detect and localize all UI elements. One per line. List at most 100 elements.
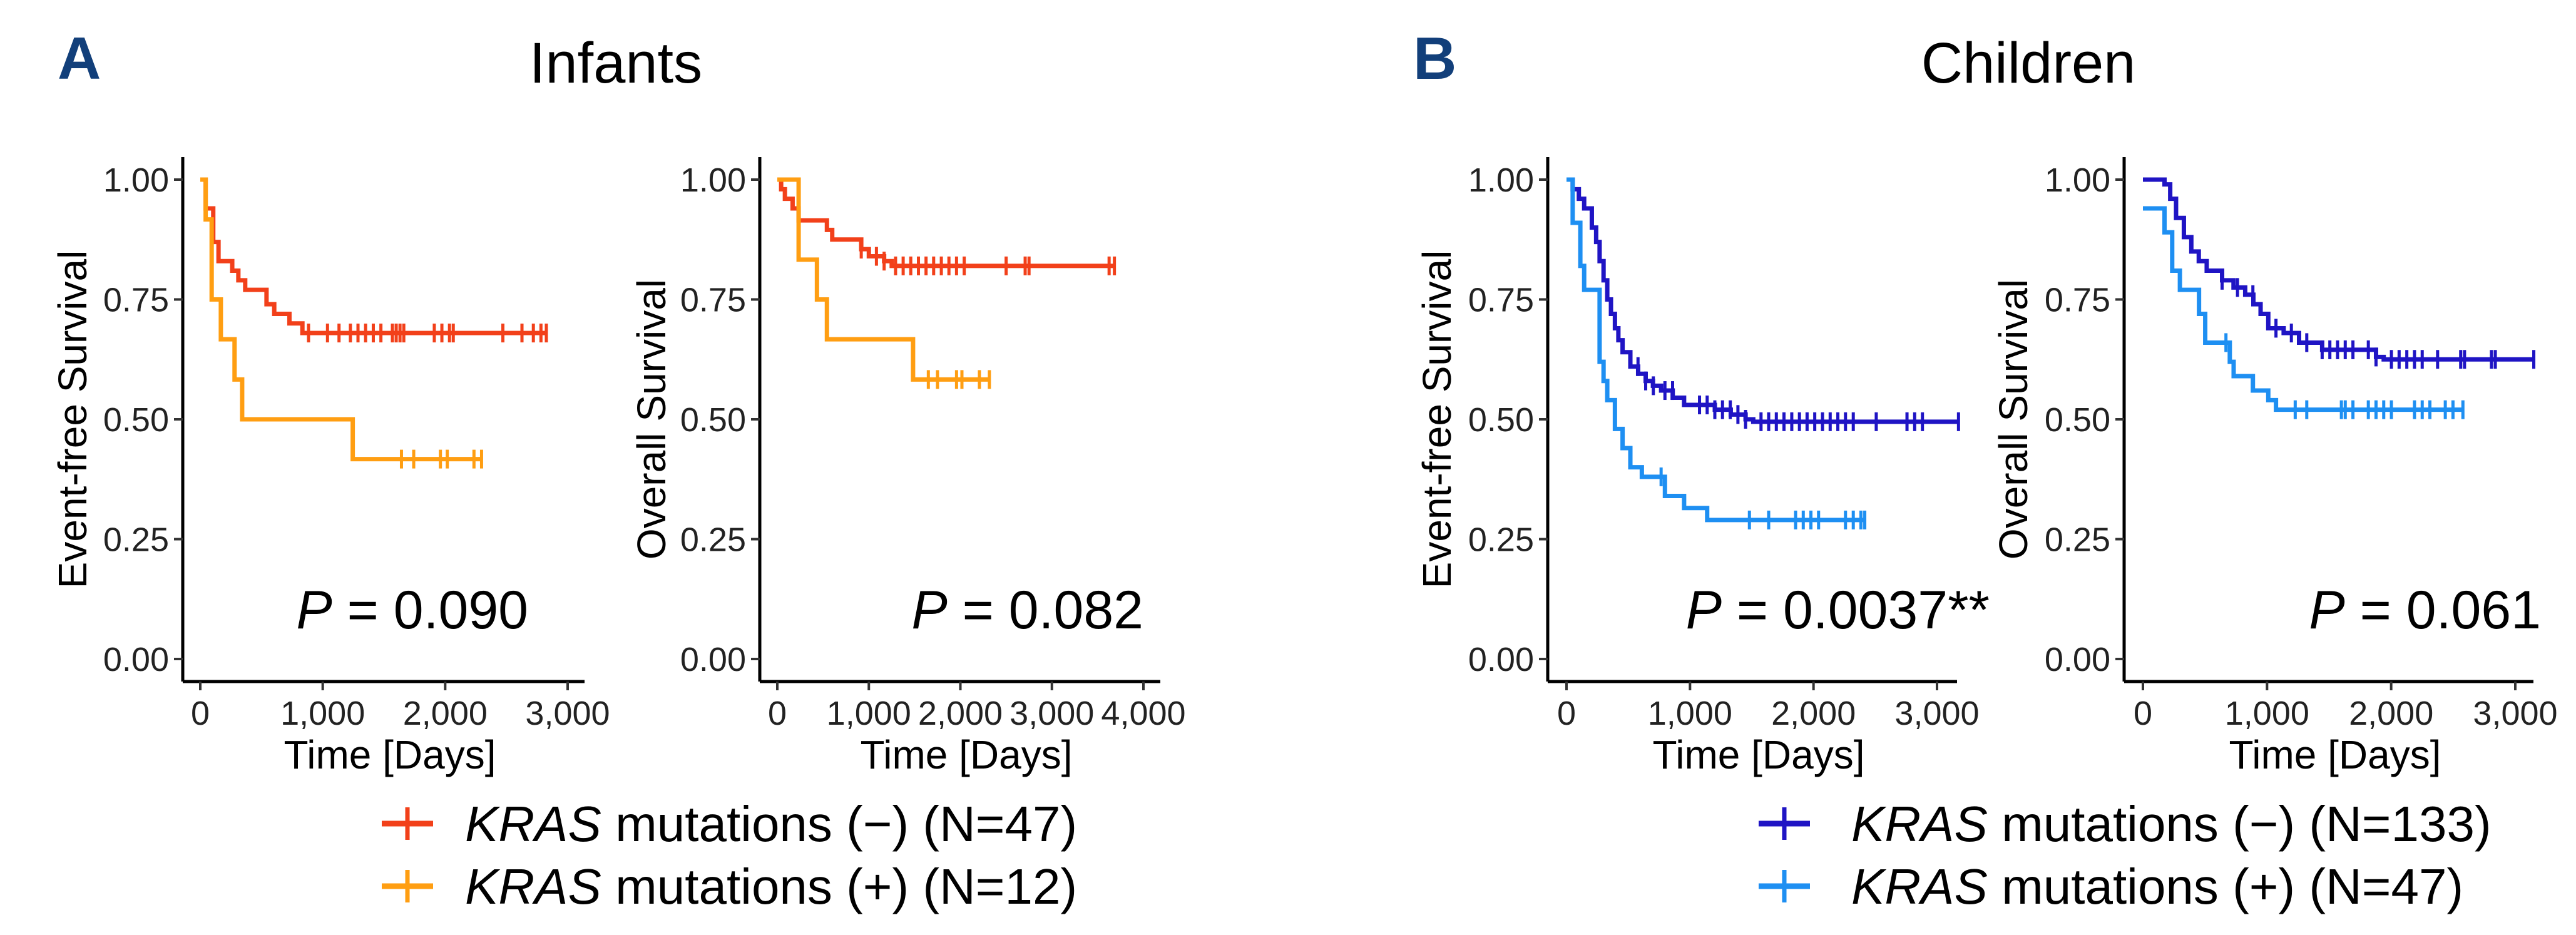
survival-curve (200, 177, 546, 335)
y-tick-label: 0.75 (1468, 282, 1534, 319)
series-kras-negative (1567, 177, 1960, 431)
series-kras-negative (200, 177, 548, 343)
legend-text: mutations (+) (N=12) (601, 859, 1077, 914)
legend-item: KRAS mutations (+) (N=12) (382, 859, 1077, 914)
x-axis-title: Time [Days] (861, 732, 1073, 777)
p-symbol: P (296, 580, 332, 640)
x-tick-label: 4,000 (1101, 695, 1185, 732)
y-tick-label: 0.25 (103, 521, 169, 559)
x-tick-label: 1,000 (1648, 695, 1732, 732)
y-tick-label: 0.75 (103, 282, 169, 319)
p-symbol: P (1686, 580, 1722, 640)
series-kras-positive (2143, 206, 2465, 419)
x-tick-label: 1,000 (280, 695, 365, 732)
legend-children: KRAS mutations (−) (N=133)KRAS mutations… (1759, 796, 2492, 914)
km-panel-4: 0.00 0.25 0.50 0.75 1.00 0 1,000 2,000 3,000 Time… (1991, 157, 2558, 777)
p-symbol: P (2309, 580, 2344, 640)
y-tick-label: 0.50 (680, 401, 746, 439)
x-tick-label: 2,000 (918, 695, 1003, 732)
y-axis-title: Overall Survival (629, 279, 674, 559)
y-tick-label: 0.25 (1468, 521, 1534, 559)
y-axis-title: Event-free Survival (50, 250, 95, 589)
gene-name: KRAS (465, 796, 601, 852)
survival-curve (777, 177, 989, 382)
y-tick-label: 1.00 (2045, 161, 2110, 199)
y-tick-label: 0.25 (680, 521, 746, 559)
x-tick-label: 2,000 (2349, 695, 2433, 732)
survival-curve (777, 177, 1115, 268)
y-axis-title: Event-free Survival (1414, 250, 1459, 589)
p-value-annotation: P = 0.082 (911, 580, 1143, 640)
legend-infants: KRAS mutations (−) (N=47)KRAS mutations … (382, 796, 1077, 914)
y-tick-label: 0.75 (680, 282, 746, 319)
legend-label: KRAS mutations (−) (N=47) (465, 796, 1077, 852)
x-axis-title: Time [Days] (284, 732, 496, 777)
x-tick-label: 0 (191, 695, 210, 732)
legend-text: mutations (−) (N=47) (601, 796, 1077, 852)
gene-name: KRAS (1851, 859, 1988, 914)
p-symbol: P (911, 580, 947, 640)
y-tick-label: 0.75 (2045, 282, 2110, 319)
y-tick-label: 0.00 (1468, 641, 1534, 678)
km-panel-1: 0.00 0.25 0.50 0.75 1.00 0 1,000 2,000 3,000 Time… (50, 157, 610, 777)
km-panel-2: 0.00 0.25 0.50 0.75 1.00 0 1,000 2,000 3,000 4,00… (629, 157, 1186, 777)
y-tick-label: 1.00 (1468, 161, 1534, 199)
x-tick-label: 3,000 (525, 695, 610, 732)
legend-text: mutations (+) (N=47) (1988, 859, 2463, 914)
y-tick-label: 0.50 (2045, 401, 2110, 439)
y-axis-title: Overall Survival (1991, 279, 2036, 559)
x-tick-label: 3,000 (2473, 695, 2557, 732)
x-tick-label: 0 (768, 695, 787, 732)
x-tick-label: 1,000 (2225, 695, 2309, 732)
survival-curve (200, 177, 482, 462)
p-value: = 0.090 (332, 580, 528, 640)
series-kras-positive (200, 177, 483, 469)
legend-label: KRAS mutations (+) (N=47) (1851, 859, 2463, 914)
x-tick-label: 0 (1557, 695, 1576, 732)
x-axis-title: Time [Days] (1653, 732, 1865, 777)
p-value-annotation: P = 0.061 (2309, 580, 2541, 640)
y-tick-label: 0.00 (103, 641, 169, 678)
y-tick-label: 0.25 (2045, 521, 2110, 559)
survival-curve (2143, 177, 2534, 362)
x-tick-label: 2,000 (403, 695, 488, 732)
y-tick-label: 0.00 (2045, 641, 2110, 678)
series-kras-positive (777, 177, 991, 389)
p-value-annotation: P = 0.090 (296, 580, 528, 640)
series-kras-negative (777, 177, 1117, 275)
y-tick-label: 0.00 (680, 641, 746, 678)
gene-name: KRAS (1851, 796, 1988, 852)
p-value-annotation: P = 0.0037** (1686, 580, 1990, 640)
legend-label: KRAS mutations (+) (N=12) (465, 859, 1077, 914)
survival-curve (1567, 177, 1865, 523)
legend-item: KRAS mutations (−) (N=47) (382, 796, 1077, 852)
x-tick-label: 0 (2134, 695, 2152, 732)
y-tick-label: 0.50 (1468, 401, 1534, 439)
panel-title-infants: Infants (529, 31, 702, 95)
legend-item: KRAS mutations (+) (N=47) (1759, 859, 2463, 914)
y-tick-label: 1.00 (680, 161, 746, 199)
x-tick-label: 3,000 (1894, 695, 1979, 732)
legend-text: mutations (−) (N=133) (1988, 796, 2492, 852)
p-value: = 0.0037** (1722, 580, 1990, 640)
panel-letter-b: B (1413, 25, 1456, 92)
x-tick-label: 1,000 (827, 695, 911, 732)
series-kras-positive (1567, 177, 1867, 529)
panel-title-children: Children (1921, 31, 2136, 95)
p-value: = 0.082 (948, 580, 1143, 640)
series-kras-negative (2143, 177, 2536, 369)
survival-curve (1567, 177, 1959, 424)
p-value: = 0.061 (2345, 580, 2541, 640)
km-panel-3: 0.00 0.25 0.50 0.75 1.00 0 1,000 2,000 3,000 Time… (1414, 157, 1990, 777)
gene-name: KRAS (465, 859, 601, 914)
y-tick-label: 1.00 (103, 161, 169, 199)
x-tick-label: 3,000 (1009, 695, 1094, 732)
survival-curve (2143, 206, 2463, 412)
legend-label: KRAS mutations (−) (N=133) (1851, 796, 2492, 852)
y-tick-label: 0.50 (103, 401, 169, 439)
x-axis-title: Time [Days] (2229, 732, 2441, 777)
legend-item: KRAS mutations (−) (N=133) (1759, 796, 2492, 852)
x-tick-label: 2,000 (1771, 695, 1856, 732)
panel-letter-a: A (58, 25, 101, 92)
